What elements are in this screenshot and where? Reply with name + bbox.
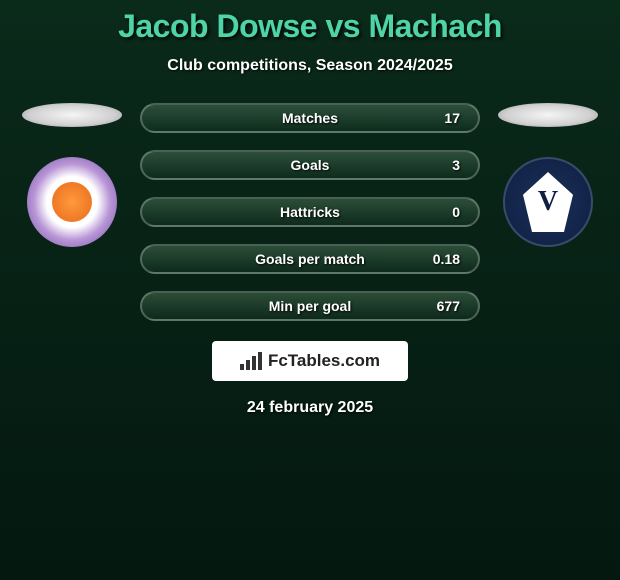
club-badge-right: [503, 157, 593, 247]
player-left-avatar: [22, 103, 122, 127]
date-text: 24 february 2025: [247, 399, 373, 417]
stat-label: Goals per match: [255, 251, 365, 267]
stat-right-val: 17: [444, 110, 460, 126]
subtitle: Club competitions, Season 2024/2025: [167, 57, 452, 75]
main-row: - Matches 17 - Goals 3 - Hattricks 0 - G…: [0, 103, 620, 321]
player-right-avatar: [498, 103, 598, 127]
stat-label: Hattricks: [280, 204, 340, 220]
page-title: Jacob Dowse vs Machach: [118, 8, 502, 45]
stat-row-matches: - Matches 17: [140, 103, 480, 133]
bar-chart-icon: [240, 352, 262, 370]
brand-text: FcTables.com: [268, 351, 380, 371]
club-badge-left: [27, 157, 117, 247]
stat-row-goals: - Goals 3: [140, 150, 480, 180]
stat-row-hattricks: - Hattricks 0: [140, 197, 480, 227]
stat-row-min-per-goal: - Min per goal 677: [140, 291, 480, 321]
stat-label: Min per goal: [269, 298, 351, 314]
stat-right-val: 0: [452, 204, 460, 220]
stat-right-val: 677: [437, 298, 460, 314]
player-right-col: [498, 103, 598, 247]
stat-label: Matches: [282, 110, 338, 126]
stat-row-goals-per-match: - Goals per match 0.18: [140, 244, 480, 274]
comparison-card: Jacob Dowse vs Machach Club competitions…: [0, 0, 620, 417]
stat-right-val: 0.18: [433, 251, 460, 267]
stat-label: Goals: [291, 157, 330, 173]
stats-list: - Matches 17 - Goals 3 - Hattricks 0 - G…: [140, 103, 480, 321]
stat-right-val: 3: [452, 157, 460, 173]
brand-badge: FcTables.com: [212, 341, 408, 381]
player-left-col: [22, 103, 122, 247]
